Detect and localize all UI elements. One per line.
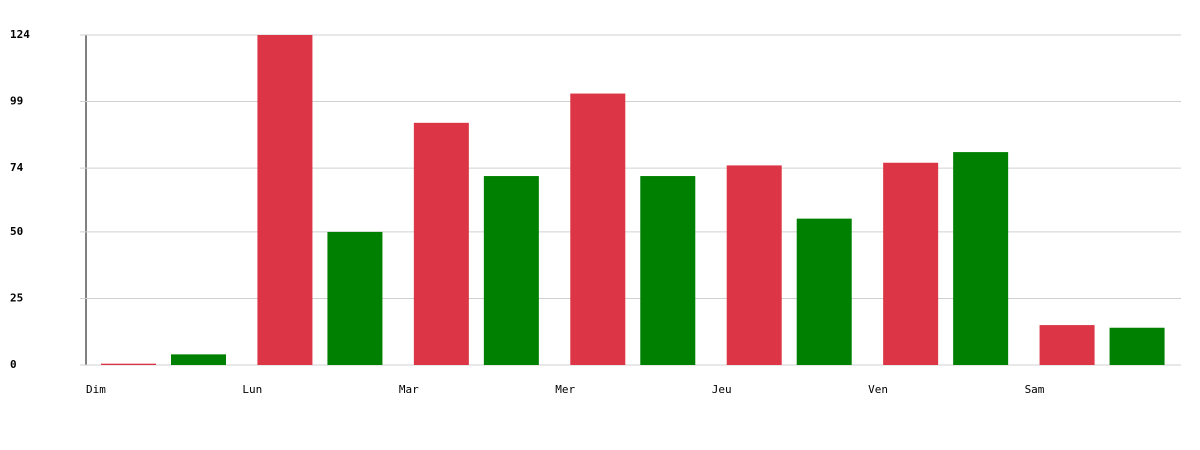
bar [953, 152, 1009, 365]
bar [1109, 327, 1165, 365]
bar [101, 363, 156, 365]
bar [413, 122, 469, 366]
y-tick-label: 74 [10, 161, 24, 174]
bar [726, 165, 782, 365]
y-tick-label: 25 [10, 291, 23, 304]
bar [640, 176, 696, 365]
x-tick-label: Ven [868, 383, 888, 396]
bar [171, 354, 226, 365]
y-tick-label: 0 [10, 358, 17, 371]
x-tick-label: Lun [242, 383, 262, 396]
bar [570, 93, 626, 365]
x-tick-label: Jeu [712, 383, 732, 396]
bar [257, 35, 313, 365]
bar [1039, 325, 1095, 365]
y-tick-label: 99 [10, 95, 23, 108]
x-tick-label: Mar [399, 383, 419, 396]
bar [327, 231, 383, 365]
y-tick-label: 124 [10, 28, 30, 41]
x-tick-label: Dim [86, 383, 106, 396]
y-tick-label: 50 [10, 225, 23, 238]
x-tick-label: Sam [1025, 383, 1045, 396]
bar [883, 162, 939, 365]
x-tick-label: Mer [555, 383, 575, 396]
bar [796, 218, 852, 365]
bar [483, 176, 539, 365]
